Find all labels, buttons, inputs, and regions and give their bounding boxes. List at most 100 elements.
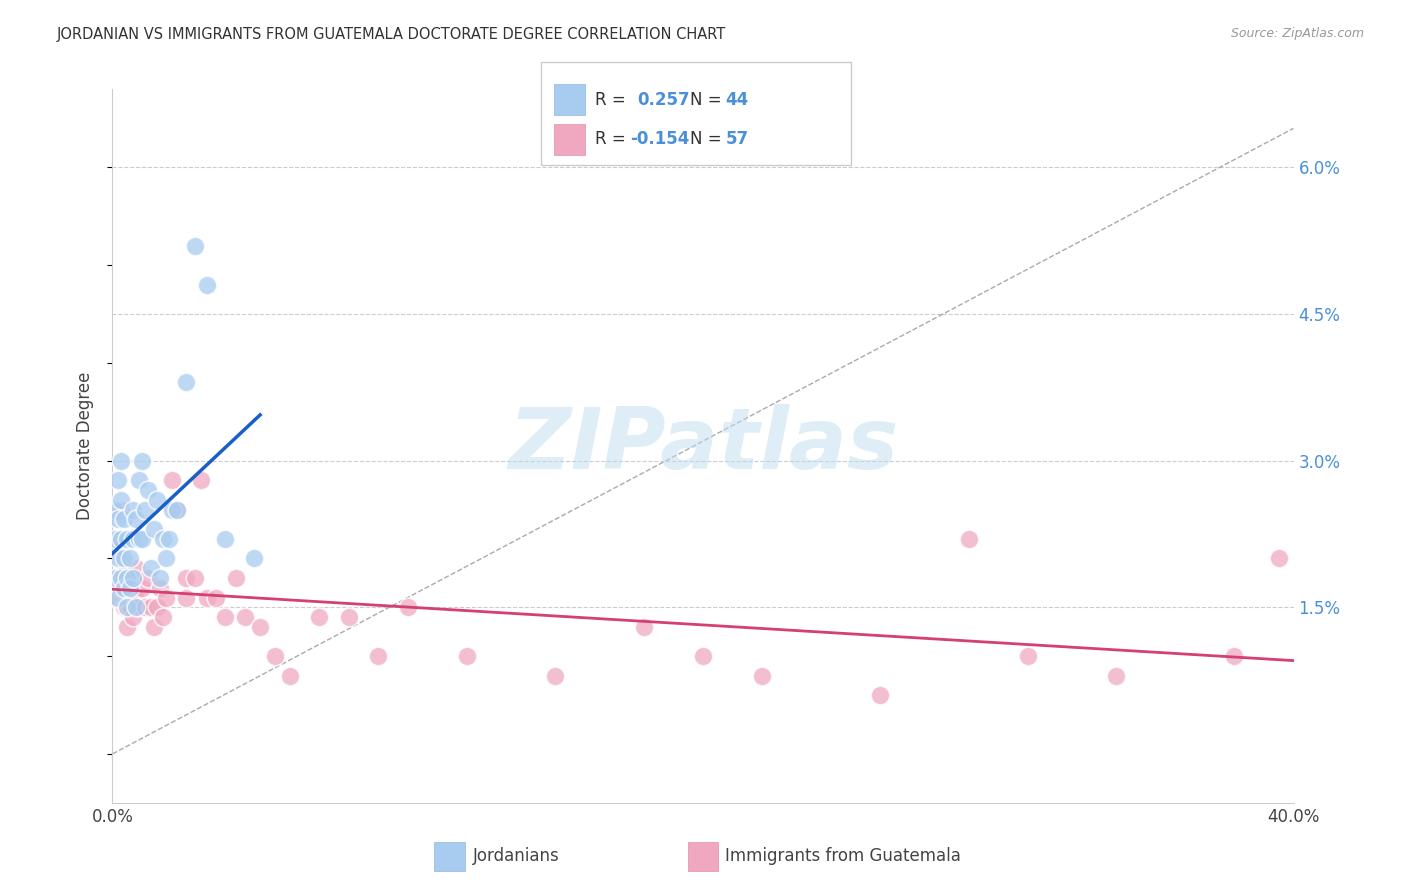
Point xyxy=(120,581,142,595)
Point xyxy=(166,502,188,516)
Point xyxy=(110,532,132,546)
Point xyxy=(146,600,169,615)
Point xyxy=(117,600,138,615)
Text: JORDANIAN VS IMMIGRANTS FROM GUATEMALA DOCTORATE DEGREE CORRELATION CHART: JORDANIAN VS IMMIGRANTS FROM GUATEMALA D… xyxy=(56,27,725,42)
Point xyxy=(122,571,145,585)
Point xyxy=(1223,649,1246,664)
Point xyxy=(174,591,197,605)
Point xyxy=(110,502,132,516)
Point xyxy=(128,532,150,546)
Point xyxy=(107,473,129,487)
Point xyxy=(633,620,655,634)
Point xyxy=(110,453,132,467)
Text: ZIPatlas: ZIPatlas xyxy=(508,404,898,488)
Point xyxy=(128,473,150,487)
Text: 0.257: 0.257 xyxy=(637,91,689,109)
Point xyxy=(110,571,132,585)
Point xyxy=(122,532,145,546)
Point xyxy=(1268,551,1291,566)
Point xyxy=(146,492,169,507)
Text: Jordanians: Jordanians xyxy=(472,847,560,865)
Point xyxy=(184,571,207,585)
Point xyxy=(233,610,256,624)
Point xyxy=(122,502,145,516)
Point xyxy=(149,571,172,585)
Point xyxy=(120,571,142,585)
Point xyxy=(112,571,135,585)
Point xyxy=(249,620,271,634)
Point xyxy=(142,620,165,634)
Point xyxy=(104,532,127,546)
Point xyxy=(957,532,980,546)
Point xyxy=(110,492,132,507)
Text: -0.154: -0.154 xyxy=(630,130,689,148)
Point xyxy=(134,502,156,516)
Point xyxy=(125,512,148,526)
Point xyxy=(225,571,247,585)
Point xyxy=(152,610,174,624)
Point xyxy=(104,571,127,585)
Point xyxy=(117,561,138,575)
Point xyxy=(122,610,145,624)
Point xyxy=(136,483,159,497)
Point xyxy=(160,502,183,516)
Point xyxy=(174,376,197,390)
Point xyxy=(214,610,236,624)
Text: N =: N = xyxy=(690,91,721,109)
Text: 57: 57 xyxy=(725,130,748,148)
Point xyxy=(214,532,236,546)
Text: R =: R = xyxy=(595,130,626,148)
Point xyxy=(112,600,135,615)
Text: R =: R = xyxy=(595,91,626,109)
Point xyxy=(112,551,135,566)
Point xyxy=(104,502,127,516)
Point xyxy=(112,581,135,595)
Point xyxy=(131,581,153,595)
Point xyxy=(166,502,188,516)
Point xyxy=(131,453,153,467)
Point xyxy=(157,532,180,546)
Point xyxy=(139,561,162,575)
Point xyxy=(190,473,212,487)
Point xyxy=(107,591,129,605)
Point xyxy=(308,610,330,624)
Point xyxy=(1105,669,1128,683)
Text: N =: N = xyxy=(690,130,721,148)
Point xyxy=(243,551,266,566)
Point xyxy=(122,591,145,605)
Point xyxy=(125,600,148,615)
Point xyxy=(134,600,156,615)
Point xyxy=(104,591,127,605)
Point xyxy=(131,532,153,546)
Point xyxy=(117,532,138,546)
Point xyxy=(1017,649,1039,664)
Point xyxy=(184,238,207,252)
Point xyxy=(264,649,287,664)
Point xyxy=(139,600,162,615)
Point xyxy=(367,649,389,664)
Point xyxy=(149,581,172,595)
Point xyxy=(544,669,567,683)
Point xyxy=(104,571,127,585)
Point xyxy=(107,512,129,526)
Point xyxy=(337,610,360,624)
Point xyxy=(152,532,174,546)
Point xyxy=(120,551,142,566)
Point xyxy=(456,649,478,664)
Point xyxy=(117,571,138,585)
Point xyxy=(125,561,148,575)
Point xyxy=(160,473,183,487)
Point xyxy=(112,512,135,526)
Point xyxy=(107,571,129,585)
Point xyxy=(751,669,773,683)
Point xyxy=(155,591,177,605)
Point xyxy=(110,581,132,595)
Point xyxy=(142,522,165,536)
Point xyxy=(155,551,177,566)
Point xyxy=(195,277,218,292)
Point xyxy=(869,688,891,702)
Point xyxy=(128,600,150,615)
Point xyxy=(278,669,301,683)
Point xyxy=(195,591,218,605)
Point xyxy=(174,571,197,585)
